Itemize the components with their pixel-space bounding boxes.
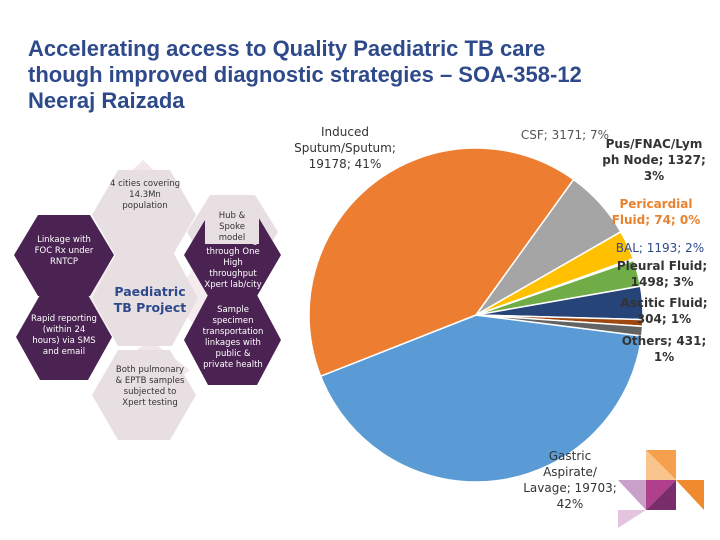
label-pericardial: Pericardial Fluid; 74; 0% (606, 196, 706, 228)
label-line: Pus/FNAC/Lym (605, 137, 703, 151)
hex-transport-text: Sample specimen transportation linkages … (202, 305, 264, 370)
hex-hub-text: Hub & Spoke model (205, 211, 259, 244)
label-ascitic: Ascitic Fluid; 304; 1% (614, 295, 714, 327)
title-line-2: though improved diagnostic strategies – … (28, 62, 582, 87)
hex-samples-text: Both pulmonary & EPTB samples subjected … (115, 365, 185, 408)
label-line: Fluid; 74; 0% (611, 213, 701, 227)
pie-slice-gastric-aspirate-lavage (319, 314, 643, 483)
label-bal: BAL; 1193; 2% (610, 240, 710, 256)
label-line: CSF; 3171; 7% (520, 128, 610, 142)
hex-samples (92, 350, 196, 440)
hex-cities-text: 4 cities covering 14.3Mn population (110, 179, 180, 211)
label-line: 304; 1% (636, 312, 692, 326)
label-line: Lavage; 19703; (523, 481, 617, 495)
hex-linkage (14, 215, 114, 296)
label-csf: CSF; 3171; 7% (515, 127, 615, 143)
label-line: ph Node; 1327; (602, 153, 706, 167)
label-line: Sputum/Sputum; (294, 141, 396, 155)
title-line-3: Neeraj Raizada (28, 88, 185, 113)
label-line: Gastric (548, 449, 592, 463)
hex-reporting-text: Rapid reporting (within 24 hours) via SM… (31, 314, 97, 357)
label-line: Aspirate/ (543, 465, 597, 479)
title-line-1: Accelerating access to Quality Paediatri… (28, 36, 546, 61)
label-pleural: Pleural Fluid; 1498; 3% (612, 258, 712, 290)
label-line: Pericardial (619, 197, 693, 211)
label-line: 3% (643, 169, 665, 183)
corner-logo-icon (618, 450, 704, 528)
label-line: BAL; 1193; 2% (615, 241, 705, 255)
pie-slice-induced-sputum-sputum (308, 147, 575, 378)
label-others: Others; 431; 1% (618, 333, 710, 365)
label-line: Induced (321, 125, 369, 139)
slide-title: Accelerating access to Quality Paediatri… (28, 36, 708, 114)
label-line: Others; 431; (621, 334, 707, 348)
label-line: 1% (653, 350, 675, 364)
label-induced-sputum: Induced Sputum/Sputum; 19178; 41% (280, 124, 410, 172)
hex-cities (92, 170, 196, 260)
label-line: Pleural Fluid; (616, 259, 708, 273)
label-pus-fnac: Pus/FNAC/Lym ph Node; 1327; 3% (596, 136, 712, 184)
label-line: 1498; 3% (630, 275, 694, 289)
hex-linkage-text: Linkage with FOC Rx under RNTCP (34, 235, 94, 267)
hex-center-text: Paediatric TB Project (113, 284, 187, 315)
hex-reporting (16, 295, 112, 380)
pie-slice-others (475, 314, 644, 337)
hex-transport (184, 295, 281, 385)
label-line: 19178; 41% (308, 157, 382, 171)
hex-center (92, 250, 198, 346)
label-line: 42% (556, 497, 584, 511)
label-gastric: Gastric Aspirate/ Lavage; 19703; 42% (518, 448, 622, 512)
label-line: Ascitic Fluid; (620, 296, 708, 310)
